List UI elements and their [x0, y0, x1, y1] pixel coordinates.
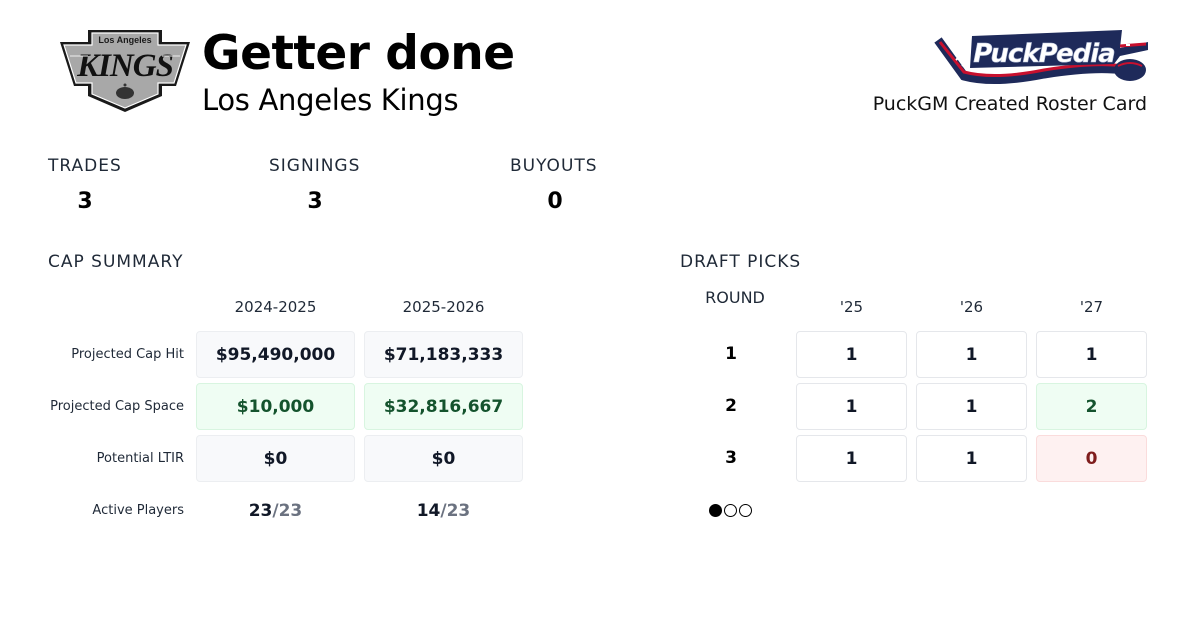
pick-cell: 1: [1036, 331, 1147, 378]
stat-label: SIGNINGS: [269, 156, 361, 176]
cap-space-cell: $32,816,667: [364, 383, 523, 430]
round-number: 1: [725, 344, 737, 364]
row-label-cap-hit: Projected Cap Hit: [71, 347, 184, 362]
round-header: ROUND: [705, 288, 765, 307]
season-header: 2024-2025: [234, 298, 317, 316]
cap-hit-cell: $95,490,000: [196, 331, 355, 378]
page-title: Getter done: [202, 26, 515, 81]
ltir-cell: $0: [364, 435, 523, 482]
pick-cell: 1: [916, 383, 1027, 430]
stat-signings: SIGNINGS 3: [269, 155, 361, 217]
cap-hit-cell: $71,183,333: [364, 331, 523, 378]
cap-space-cell: $10,000: [196, 383, 355, 430]
active-count: 23: [248, 501, 273, 521]
active-players-value: 14/23: [364, 500, 523, 522]
roster-card-caption: PuckGM Created Roster Card: [872, 93, 1147, 115]
stat-label: TRADES: [48, 156, 122, 176]
pagination-dots: [709, 504, 752, 517]
la-kings-logo-icon: Los Angeles KINGS: [58, 28, 192, 114]
pick-cell-surplus: 2: [1036, 383, 1147, 430]
year-header: '27: [1079, 298, 1104, 316]
active-players-value: 23/23: [196, 500, 355, 522]
stat-value: 3: [77, 189, 93, 214]
round-number: 3: [725, 448, 737, 468]
season-header: 2025-2026: [402, 298, 485, 316]
svg-text:KINGS: KINGS: [76, 48, 173, 84]
pick-cell: 1: [796, 435, 907, 482]
row-label-ltir: Potential LTIR: [96, 451, 184, 466]
pick-cell: 1: [916, 331, 1027, 378]
pick-cell: 1: [796, 383, 907, 430]
stat-value: 3: [307, 189, 323, 214]
draft-picks-title: DRAFT PICKS: [680, 252, 802, 272]
page-dot[interactable]: [739, 504, 752, 517]
ltir-cell: $0: [196, 435, 355, 482]
svg-text:PuckPedia: PuckPedia: [973, 39, 1114, 69]
year-header: '26: [959, 298, 984, 316]
active-max: /23: [272, 501, 303, 521]
team-name: Los Angeles Kings: [202, 83, 459, 117]
year-header: '25: [839, 298, 864, 316]
pick-cell: 1: [916, 435, 1027, 482]
cap-summary-title: CAP SUMMARY: [48, 252, 184, 272]
stat-trades: TRADES 3: [48, 155, 122, 217]
active-max: /23: [440, 501, 471, 521]
puckpedia-logo-icon: PuckPedia: [934, 26, 1154, 88]
page-dot[interactable]: [724, 504, 737, 517]
pick-cell-deficit: 0: [1036, 435, 1147, 482]
row-label-cap-space: Projected Cap Space: [50, 399, 184, 414]
page-dot-active[interactable]: [709, 504, 722, 517]
stat-value: 0: [547, 189, 563, 214]
active-count: 14: [416, 501, 441, 521]
stat-label: BUYOUTS: [510, 156, 598, 176]
row-label-active-players: Active Players: [92, 503, 184, 518]
pick-cell: 1: [796, 331, 907, 378]
round-number: 2: [725, 396, 737, 416]
stat-buyouts: BUYOUTS 0: [510, 155, 600, 217]
svg-text:Los Angeles: Los Angeles: [98, 35, 151, 45]
